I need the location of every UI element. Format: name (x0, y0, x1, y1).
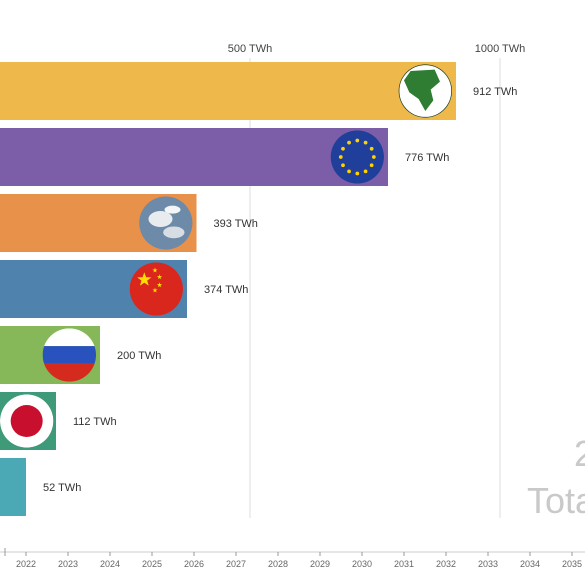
bar-1 (0, 128, 388, 186)
bar-value-label: 52 TWh (43, 482, 81, 494)
eu-flag-icon (330, 130, 384, 184)
japan-flag-icon (0, 394, 54, 448)
north-america-globe-icon (398, 64, 453, 118)
bar-value-label: 112 TWh (73, 416, 117, 428)
timeline-year-label: 2033 (478, 559, 498, 569)
value-labels: 912 TWh 776 TWh 393 TWh 374 TWh 200 TWh 112 T… (43, 86, 517, 494)
earth-globe-icon (139, 196, 193, 250)
timeline-year-label: 2022 (16, 559, 36, 569)
timeline-year-label: 2028 (268, 559, 288, 569)
watermark-text: Tota (527, 480, 585, 521)
timeline-year-label: 2029 (310, 559, 330, 569)
bar-value-label: 912 TWh (473, 86, 517, 98)
bar-value-label: 200 TWh (117, 350, 161, 362)
bar-0 (0, 62, 456, 120)
timeline-year-label: 2030 (352, 559, 372, 569)
timeline-year-label: 2032 (436, 559, 456, 569)
watermark: Tota 2 (527, 433, 585, 521)
timeline-year-label: 2023 (58, 559, 78, 569)
watermark-partial: 2 (574, 433, 585, 474)
bar-value-label: 776 TWh (405, 152, 449, 164)
bar-value-label: 374 TWh (204, 284, 248, 296)
bars (0, 62, 456, 516)
timeline-year-label: 2035 (562, 559, 582, 569)
timeline-year-label: 2034 (520, 559, 540, 569)
timeline-year-label: 2031 (394, 559, 414, 569)
bar-6 (0, 458, 26, 516)
bar-value-label: 393 TWh (214, 218, 258, 230)
russia-flag-icon (42, 328, 96, 382)
x-tick-label: 500 TWh (228, 43, 272, 55)
gridlines (249, 58, 501, 518)
china-flag-icon (129, 262, 184, 316)
axis-ticks: 500 TWh 1000 TWh (228, 43, 526, 55)
x-tick-label: 1000 TWh (475, 43, 526, 55)
timeline-year-label: 2026 (184, 559, 204, 569)
timeline-year-label: 2024 (100, 559, 120, 569)
timeline-year-label: 2025 (142, 559, 162, 569)
timeline: 2022 2023 2024 2025 2026 2027 2028 2029 2030 2031… (0, 548, 585, 569)
timeline-year-label: 2027 (226, 559, 246, 569)
